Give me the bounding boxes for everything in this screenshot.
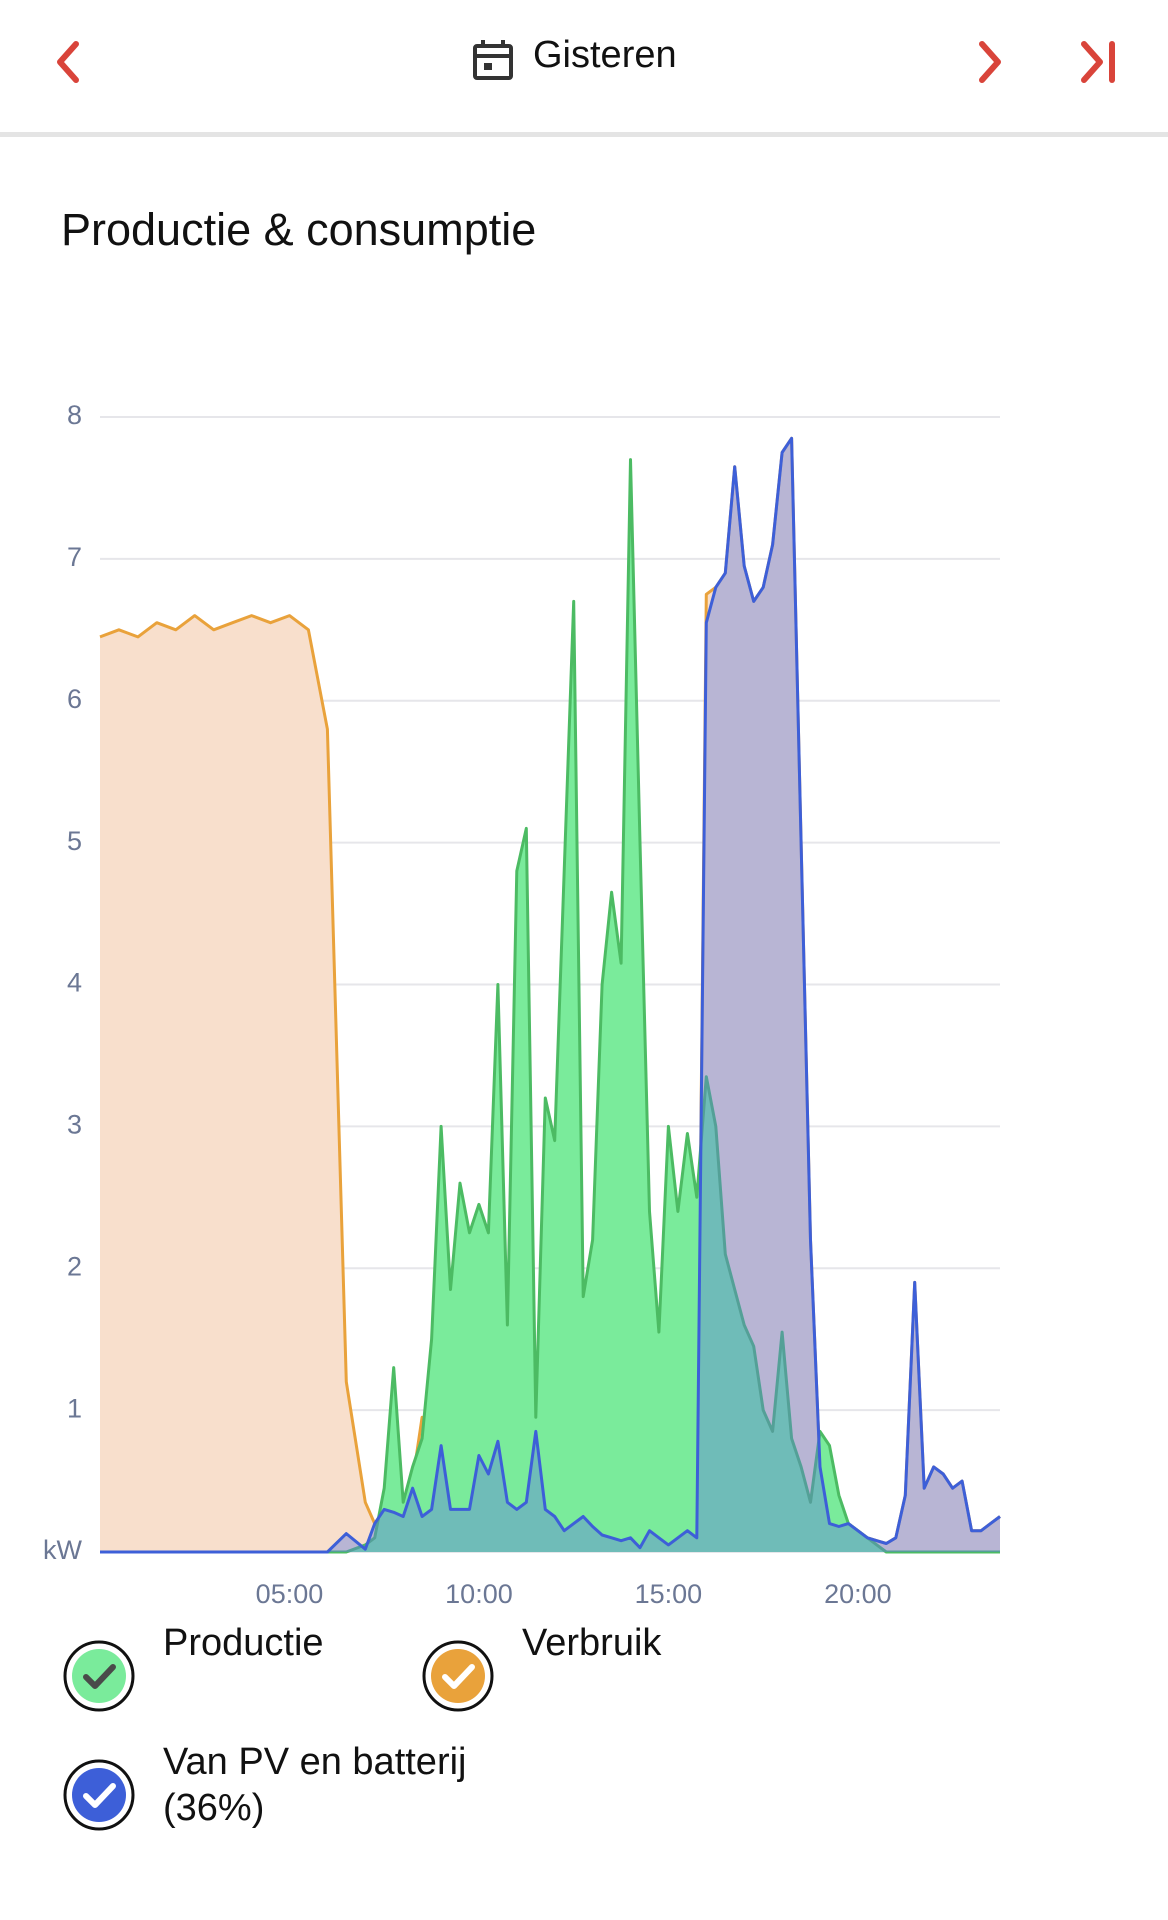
y-tick-label: kW [43,1535,83,1565]
legend-label: Van PV en batterij (36%) [163,1741,467,1829]
legend-swatch [431,1649,485,1703]
check-icon [83,1783,116,1808]
check-icon [442,1664,475,1689]
legend-item[interactable]: Van PV en batterij (36%) [61,1741,503,1833]
legend-toggle[interactable] [420,1638,496,1714]
area-line [100,458,1000,1554]
y-tick-label: 1 [67,1393,82,1423]
card-title: Productie & consumptie [61,204,537,255]
y-tick-label: 4 [67,968,82,998]
legend-item[interactable]: Verbruik [420,1622,722,1714]
area-fill [100,459,1000,1553]
date-title[interactable]: Gisteren [533,34,677,76]
chart: kW 1 2 3 4 5 6 7 8 05:00 10:00 15:00 20:00 [43,400,1001,1609]
legend-toggle[interactable] [61,1757,137,1833]
x-tick-label: 05:00 [256,1579,324,1609]
legend-swatch [72,1768,126,1822]
legend-label: Productie [163,1622,324,1664]
legend-label: Verbruik [522,1622,662,1664]
y-tick-label: 7 [67,542,82,572]
area-fill [100,438,1000,1552]
legend-item[interactable]: Productie [61,1622,363,1714]
calendar-icon [473,40,513,80]
area-line [100,436,1001,1554]
y-tick-label: 8 [67,400,82,430]
x-tick-label: 10:00 [445,1579,513,1609]
last-button[interactable] [1081,41,1115,83]
legend-swatch [72,1649,126,1703]
prev-button[interactable] [57,41,79,83]
y-tick-label: 2 [67,1251,82,1281]
header-icons [57,40,1115,83]
y-tick-label: 6 [67,684,82,714]
header: Gisteren [0,0,1168,137]
x-tick-label: 15:00 [635,1579,703,1609]
legend-toggle[interactable] [61,1638,137,1714]
x-tick-label: 20:00 [824,1579,892,1609]
check-icon [83,1664,116,1689]
y-tick-label: 3 [67,1110,82,1140]
next-button[interactable] [979,41,1001,83]
y-tick-label: 5 [67,826,82,856]
